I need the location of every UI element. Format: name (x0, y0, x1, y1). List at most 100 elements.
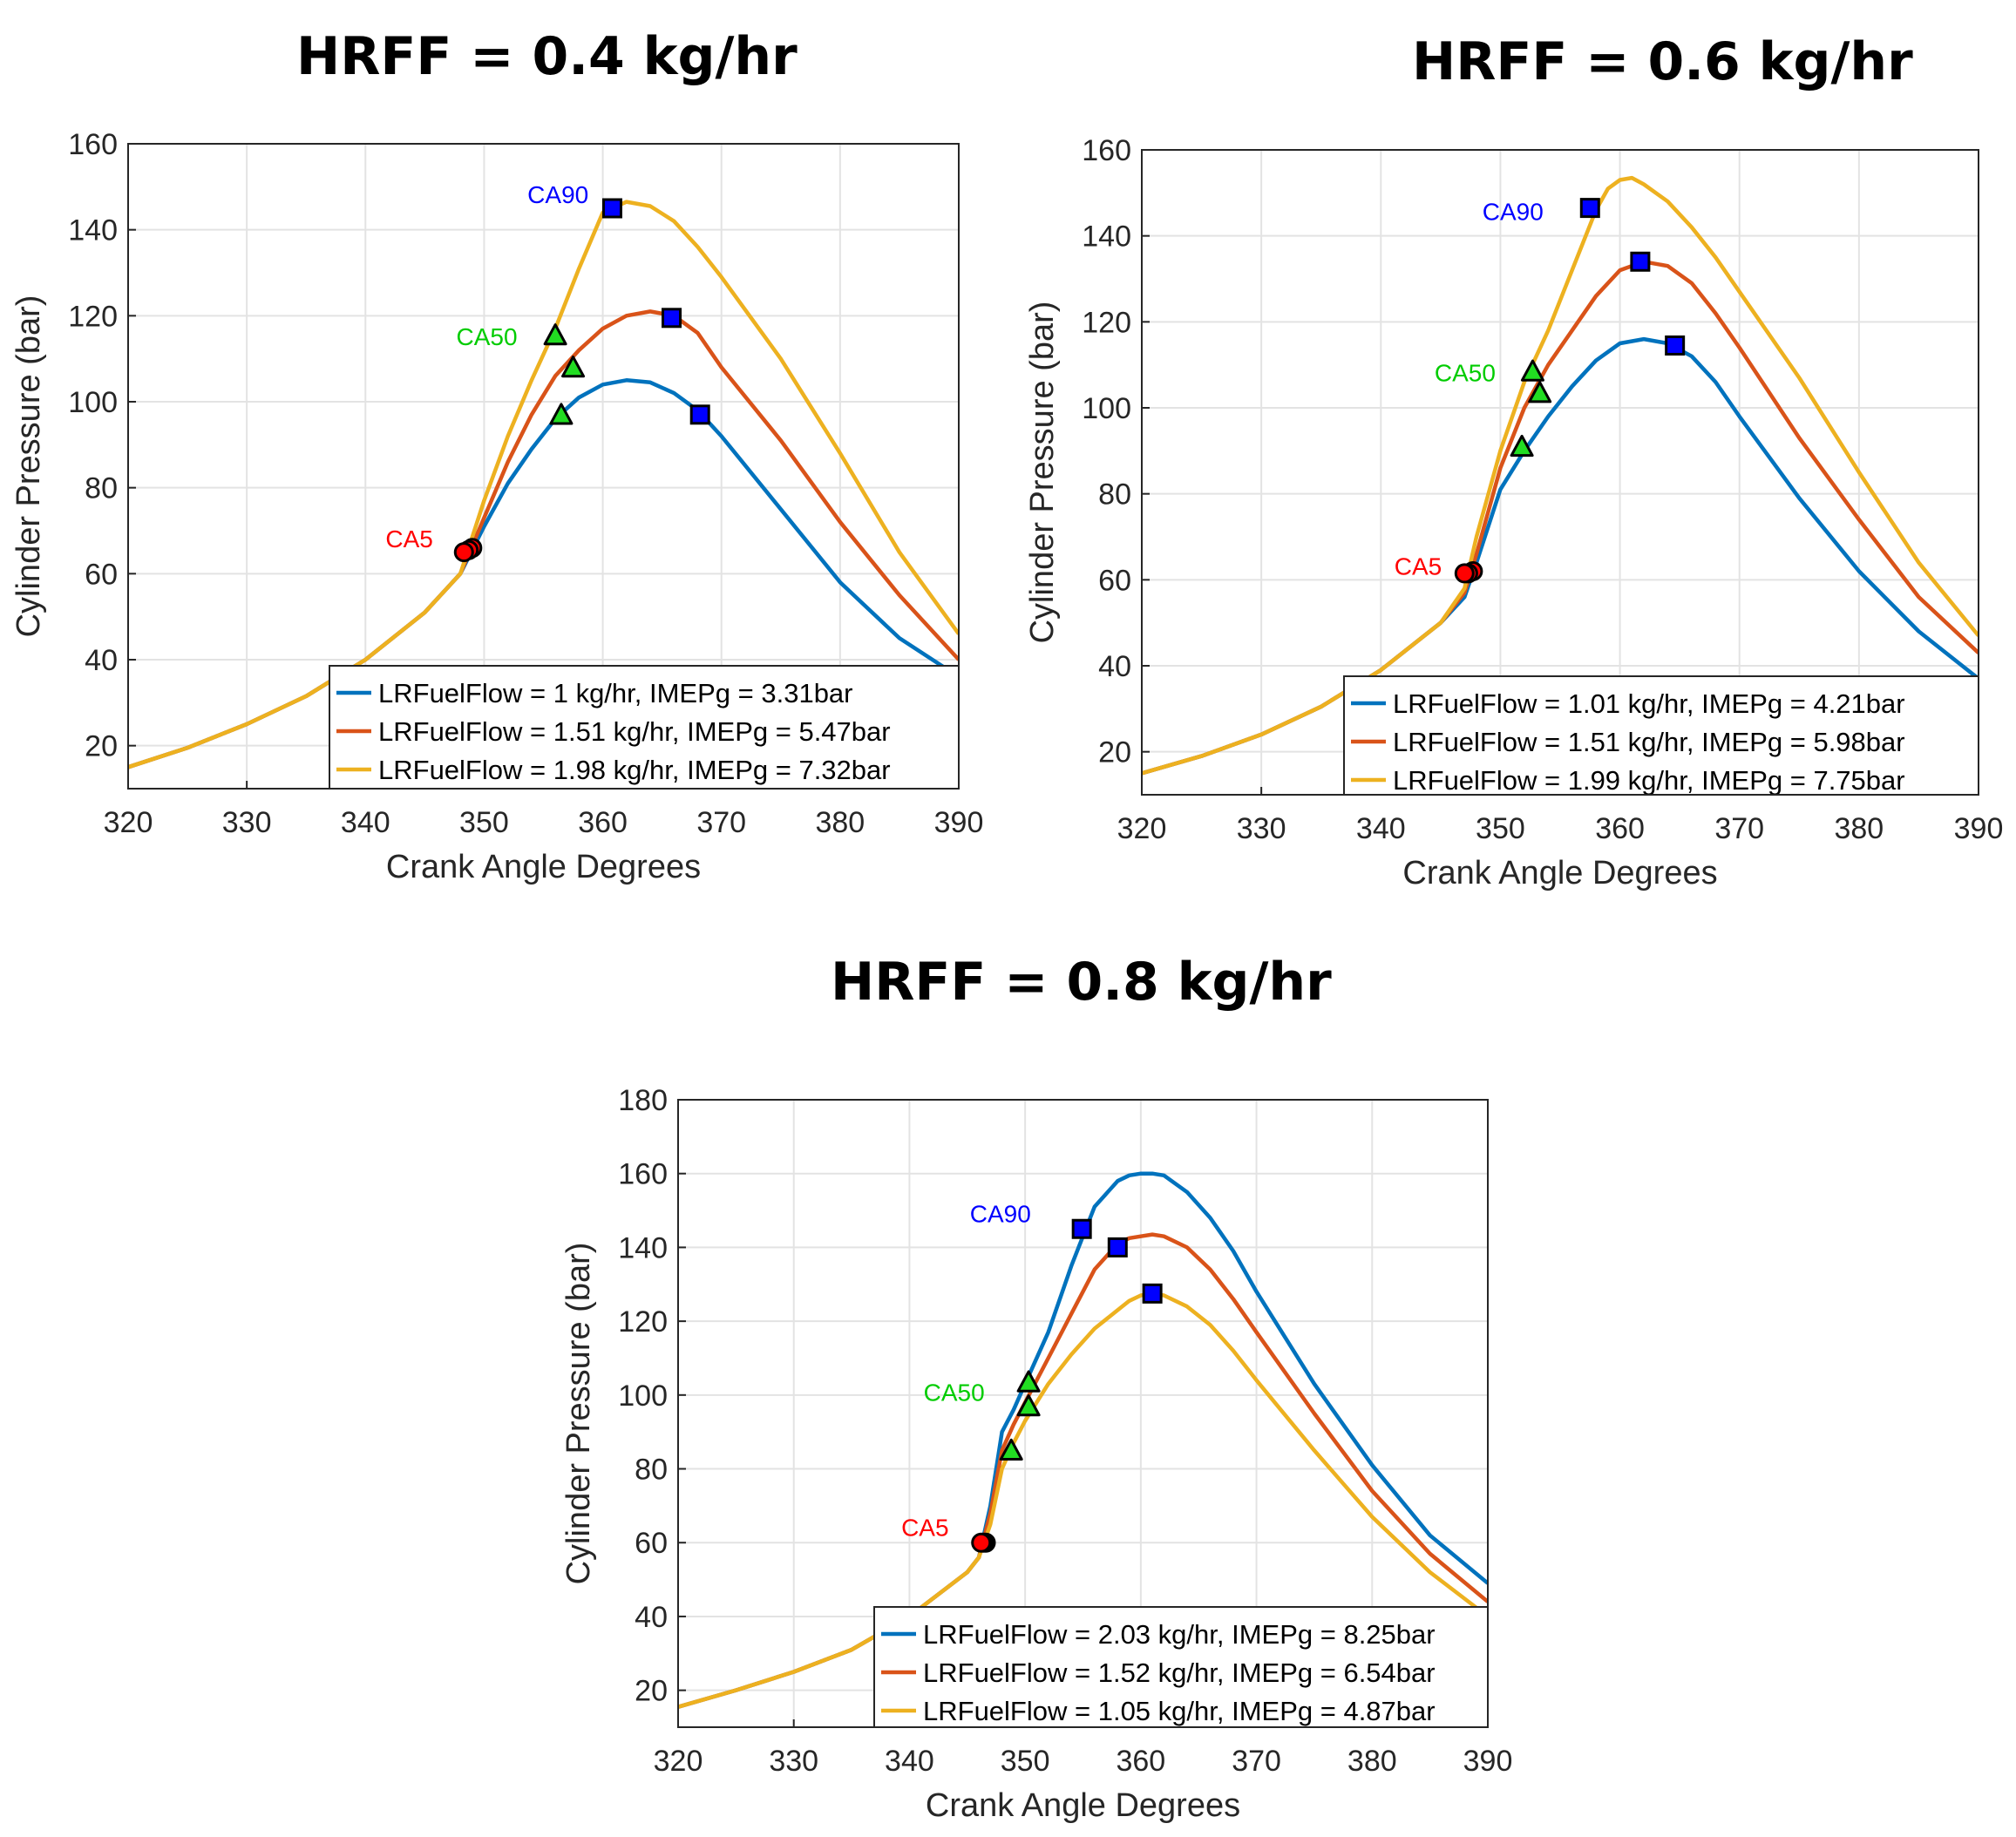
x-tick-label: 390 (1463, 1745, 1513, 1778)
y-axis-label: Cylinder Pressure (bar) (560, 1243, 597, 1585)
x-tick-label: 320 (104, 806, 153, 839)
ca50-marker (999, 1438, 1023, 1461)
legend: LRFuelFlow = 1.01 kg/hr, IMEPg = 4.21bar… (1343, 675, 1979, 796)
x-axis-label: Crank Angle Degrees (1402, 855, 1717, 891)
y-tick-label: 100 (68, 386, 118, 419)
y-tick-label: 120 (68, 300, 118, 333)
legend-entry-3: LRFuelFlow = 1.98 kg/hr, IMEPg = 7.32bar (378, 755, 891, 785)
ca50-marker (561, 356, 586, 378)
y-tick-label: 80 (635, 1454, 668, 1487)
ca50-marker (1520, 359, 1544, 382)
annotation-ca50: CA50 (1435, 360, 1496, 387)
x-tick-label: 380 (1347, 1745, 1397, 1778)
y-tick-label: 100 (1082, 392, 1131, 425)
y-tick-label: 80 (1098, 478, 1131, 512)
x-tick-label: 370 (696, 806, 746, 839)
ca5-marker (1454, 563, 1475, 584)
ca50-marker (549, 403, 574, 425)
legend-entry-2: LRFuelFlow = 1.51 kg/hr, IMEPg = 5.47bar (378, 716, 891, 747)
ca90-marker (601, 198, 622, 219)
ca50-marker (1016, 1394, 1041, 1417)
panel-title-hrff-0-6: HRFF = 0.6 kg/hr (1412, 31, 1913, 92)
ca90-marker (662, 308, 682, 329)
y-tick-label: 140 (618, 1231, 668, 1264)
ca5-marker (453, 542, 474, 563)
series-lines (678, 1171, 1488, 1709)
annotation-ca90: CA90 (970, 1200, 1031, 1227)
x-tick-label: 320 (654, 1745, 703, 1778)
ca50-marker (1528, 381, 1552, 403)
axes-frame (1141, 149, 1979, 796)
panel-title-hrff-0-4: HRFF = 0.4 kg/hr (296, 26, 798, 87)
ca50-marker (1510, 434, 1534, 458)
x-tick-label: 350 (1001, 1745, 1050, 1778)
y-tick-label: 20 (1098, 736, 1131, 769)
x-tick-label: 340 (341, 806, 390, 839)
annotation-ca50: CA50 (924, 1379, 985, 1407)
legend-entry-3: LRFuelFlow = 1.05 kg/hr, IMEPg = 4.87bar (923, 1696, 1436, 1726)
x-tick-label: 380 (815, 806, 865, 839)
y-tick-label: 40 (635, 1601, 668, 1634)
chart-panel-3: 320 330 340 350 360 370 380 390 20 40 60 80 100 120 14… (560, 1084, 1512, 1824)
axes-frame (127, 143, 960, 790)
x-tick-label: 350 (1476, 812, 1525, 845)
y-axis-label: Cylinder Pressure (bar) (1024, 302, 1061, 644)
legend-entry-2: LRFuelFlow = 1.52 kg/hr, IMEPg = 6.54bar (923, 1657, 1436, 1688)
legend: LRFuelFlow = 1 kg/hr, IMEPg = 3.31bar LRF… (329, 665, 960, 790)
x-tick-label: 330 (1237, 812, 1286, 845)
x-tick-label: 380 (1834, 812, 1884, 845)
y-tick-label: 160 (618, 1158, 668, 1191)
y-tick-label: 60 (85, 558, 118, 591)
x-tick-label: 360 (1595, 812, 1645, 845)
x-tick-label: 330 (769, 1745, 818, 1778)
series-line-3 (678, 1291, 1488, 1709)
ca90-marker (689, 404, 710, 425)
annotation-ca90: CA90 (1483, 199, 1544, 226)
chart-panel-2: 320 330 340 350 360 370 380 390 20 40 60 80 100 120 14… (1024, 134, 2003, 891)
annotation-ca5: CA5 (901, 1514, 948, 1541)
x-tick-label: 320 (1117, 812, 1167, 845)
legend-entry-2: LRFuelFlow = 1.51 kg/hr, IMEPg = 5.98bar (1393, 727, 1905, 757)
legend-box (329, 665, 960, 790)
x-tick-label: 360 (578, 806, 628, 839)
x-tick-label: 370 (1714, 812, 1764, 845)
y-tick-label: 180 (618, 1084, 668, 1117)
y-tick-label: 60 (1098, 564, 1131, 597)
y-tick-label: 20 (635, 1675, 668, 1708)
y-axis-label: Cylinder Pressure (bar) (10, 295, 47, 638)
x-tick-label: 330 (222, 806, 272, 839)
legend: LRFuelFlow = 2.03 kg/hr, IMEPg = 8.25bar… (873, 1606, 1489, 1728)
legend-entry-3: LRFuelFlow = 1.99 kg/hr, IMEPg = 7.75bar (1393, 765, 1905, 796)
y-tick-label: 160 (68, 128, 118, 161)
x-tick-label: 340 (1356, 812, 1406, 845)
y-tick-label: 160 (1082, 134, 1131, 167)
ca5-marker (971, 1532, 992, 1553)
ca90-marker (1107, 1237, 1128, 1257)
ca50-marker (1016, 1370, 1041, 1393)
x-axis-label: Crank Angle Degrees (926, 1787, 1240, 1824)
legend-entry-1: LRFuelFlow = 2.03 kg/hr, IMEPg = 8.25bar (923, 1619, 1436, 1650)
ca90-marker (1142, 1283, 1163, 1304)
y-tick-label: 140 (68, 214, 118, 247)
chart-panel-1: 320 330 340 350 360 370 380 390 20 40 60 80 100 120 14… (10, 128, 983, 885)
y-tick-label: 100 (618, 1379, 668, 1413)
ca50-marker (543, 323, 567, 346)
y-tick-label: 80 (85, 472, 118, 505)
legend-box (1343, 675, 1979, 796)
y-tick-label: 120 (618, 1305, 668, 1339)
annotation-ca5: CA5 (385, 525, 432, 552)
ca90-marker (1630, 251, 1651, 272)
x-tick-label: 390 (934, 806, 984, 839)
ca90-marker (1579, 198, 1600, 219)
annotation-ca90: CA90 (527, 181, 588, 208)
x-axis-label: Crank Angle Degrees (386, 849, 701, 885)
x-tick-label: 390 (1954, 812, 2004, 845)
ca90-marker (1665, 335, 1686, 356)
annotation-ca50: CA50 (457, 323, 518, 350)
axes-frame (677, 1099, 1489, 1728)
y-tick-label: 40 (1098, 650, 1131, 683)
y-tick-label: 20 (85, 730, 118, 763)
y-tick-label: 140 (1082, 220, 1131, 254)
x-tick-label: 370 (1232, 1745, 1281, 1778)
